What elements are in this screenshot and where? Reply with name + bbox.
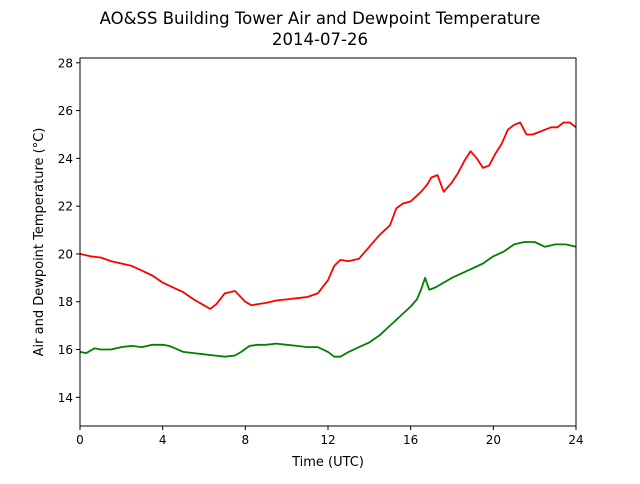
x-tick-label: 8 bbox=[242, 433, 250, 447]
x-tick-label: 24 bbox=[568, 433, 583, 447]
x-tick-label: 4 bbox=[159, 433, 167, 447]
x-tick-label: 12 bbox=[320, 433, 335, 447]
chart-title: AO&SS Building Tower Air and Dewpoint Te… bbox=[100, 9, 541, 28]
series-layer bbox=[79, 121, 577, 358]
x-axis-label: Time (UTC) bbox=[291, 455, 364, 470]
x-tick-label: 0 bbox=[76, 433, 84, 447]
plot-frame bbox=[79, 57, 577, 427]
y-tick-label: 14 bbox=[58, 391, 73, 405]
series-line-0 bbox=[79, 121, 577, 310]
y-tick-label: 18 bbox=[58, 295, 73, 309]
y-axis-label: Air and Dewpoint Temperature (°C) bbox=[32, 128, 47, 357]
x-axis-ticks: 0 4 8 12 16 20 24 bbox=[76, 426, 584, 447]
y-tick-label: 22 bbox=[58, 200, 73, 214]
chart-subtitle: 2014-07-26 bbox=[272, 30, 368, 49]
y-tick-label: 20 bbox=[58, 247, 73, 261]
y-tick-label: 24 bbox=[58, 152, 73, 166]
y-tick-label: 28 bbox=[58, 56, 73, 70]
y-tick-label: 16 bbox=[58, 343, 73, 357]
y-axis-ticks: 14 16 18 20 22 24 26 28 bbox=[58, 56, 80, 405]
x-tick-label: 20 bbox=[486, 433, 501, 447]
x-tick-label: 16 bbox=[403, 433, 418, 447]
series-line-1 bbox=[79, 241, 577, 358]
y-tick-label: 26 bbox=[58, 104, 73, 118]
